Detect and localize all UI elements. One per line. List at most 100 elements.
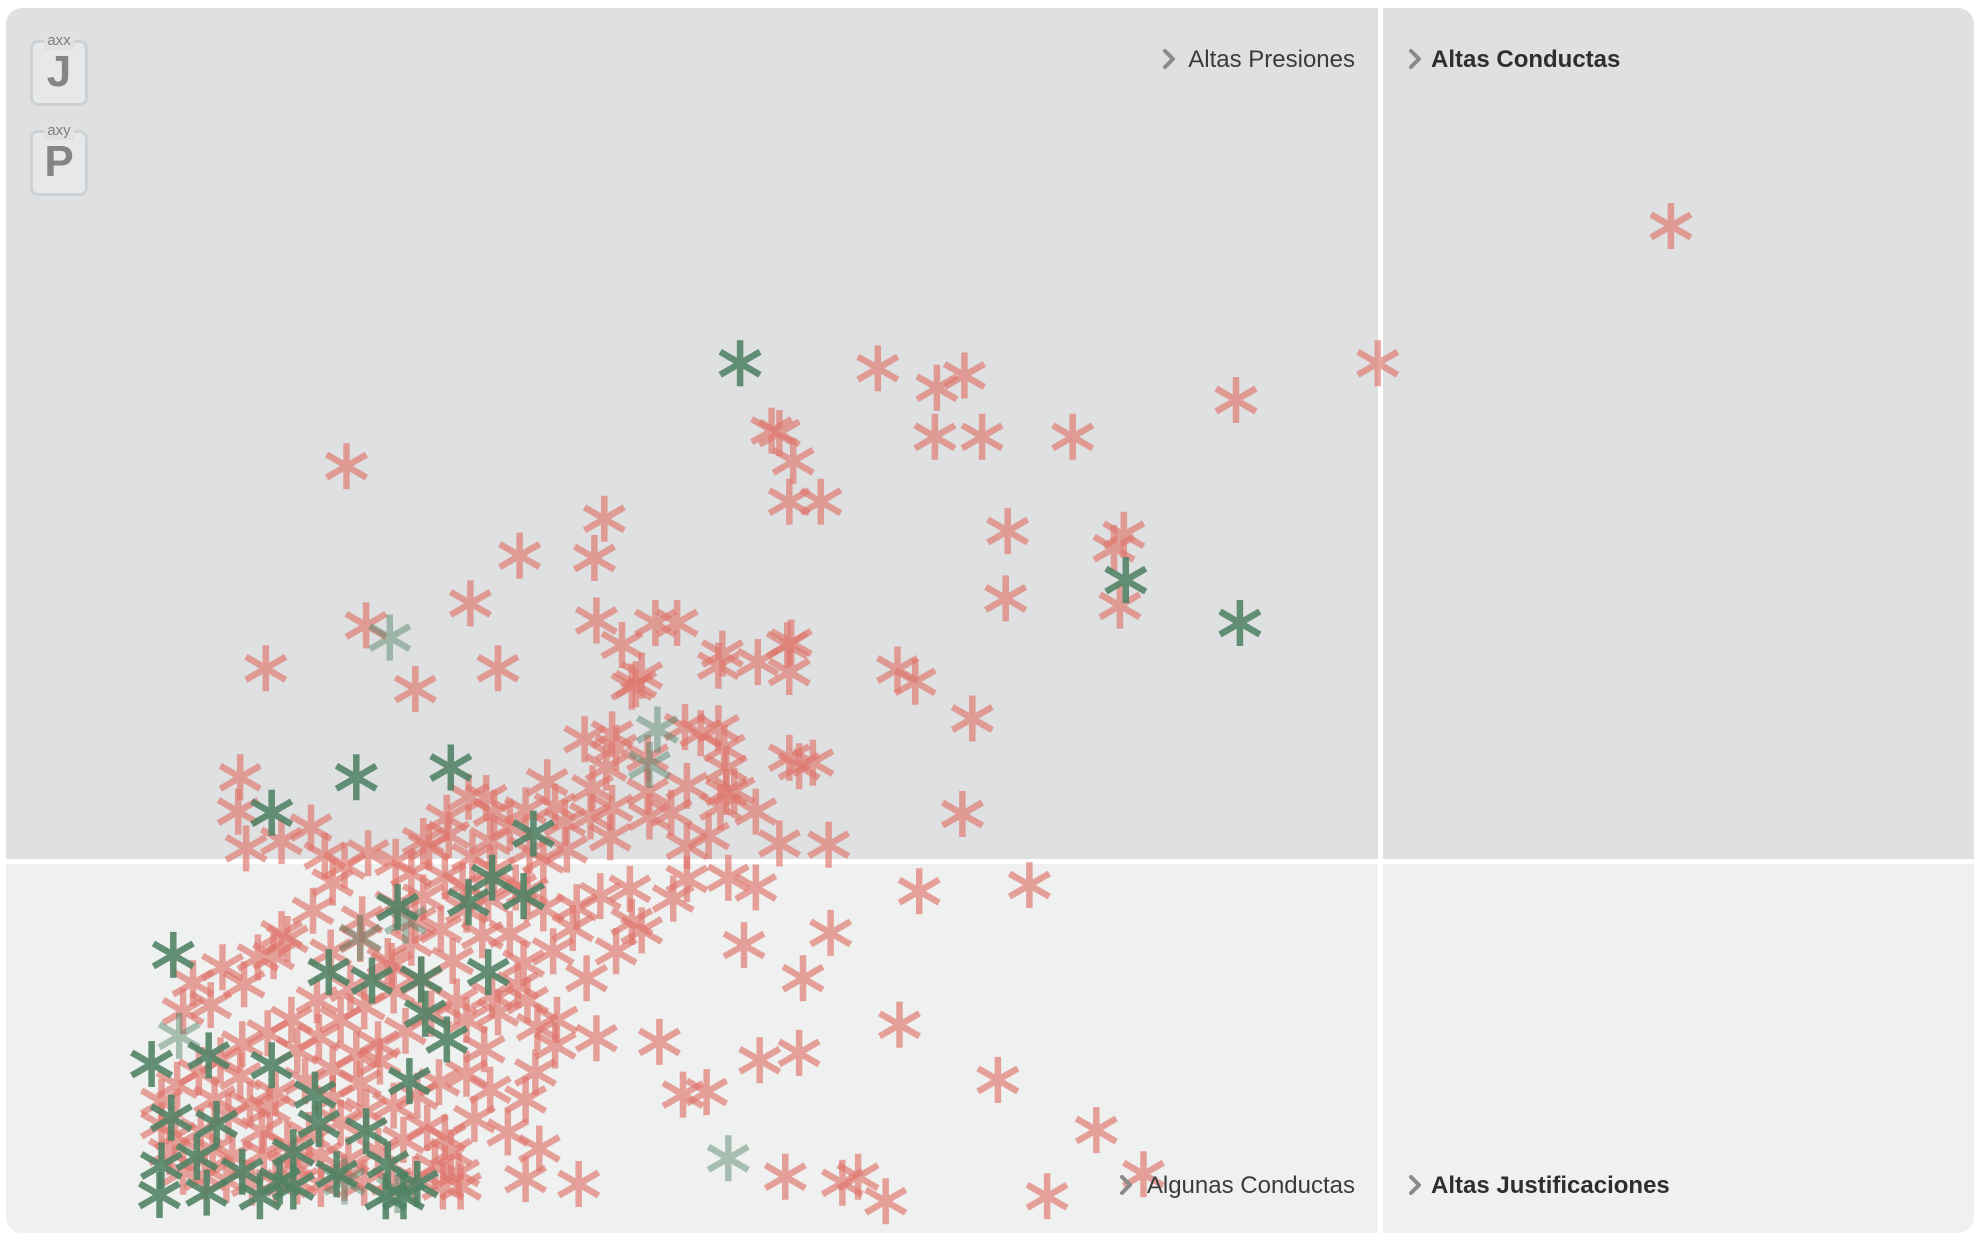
scatter-point-0-243 [897,868,941,915]
scatter-point-2-8 [383,897,428,944]
scatter-point-0-24 [344,602,388,649]
scatter-point-1-9 [151,931,195,978]
quadrant-label-text: Altas Justificaciones [1431,1172,1670,1199]
scatter-point-1-4 [250,789,294,836]
scatter-point-1-7 [511,810,555,857]
scatter-point-0-8 [960,413,1004,460]
scatter-point-0-216 [574,1015,618,1062]
scatter-point-1-14 [130,1041,174,1087]
scatter-point-0-196 [665,856,709,902]
y-axis-selector-button[interactable]: axy P [30,122,88,196]
scatter-point-0-15 [986,508,1030,555]
vertical-divider [1378,8,1383,1233]
quadrant-label-top-right[interactable]: Altas Conductas [1409,46,1620,73]
scatter-point-0-121 [319,996,363,1043]
scatter-point-0-72 [224,825,268,872]
scatter-point-0-65 [570,765,615,812]
scatter-point-0-162 [488,911,532,958]
scatter-point-0-23 [448,580,492,627]
scatter-point-1-38 [297,1101,341,1147]
scatter-point-0-20 [582,495,626,542]
quadrant-label-bottom-right[interactable]: Altas Justificaciones [1409,1172,1670,1199]
axis-button-letter: P [44,137,74,186]
scatter-point-1-34 [466,949,510,996]
scatter-point-2-7 [338,914,382,961]
scatter-point-0-103 [222,961,266,1008]
scatter-point-0-56 [777,743,821,790]
scatter-point-0-101 [161,988,205,1035]
scatter-point-1-35 [258,1158,302,1205]
scatter-point-0-220 [437,1150,481,1196]
scatter-point-0-43 [950,695,994,742]
scatter-point-0-35 [767,649,811,695]
scatter-point-0-110 [419,906,463,953]
scatter-point-0-247 [687,813,731,860]
scatter-point-0-107 [338,916,382,962]
scatter-point-0-241 [940,791,984,837]
quadrant-label-bottom-left[interactable]: Algunas Conductas [1120,1172,1355,1199]
scatter-point-0-221 [504,1156,548,1203]
scatter-point-0-1 [1356,340,1400,387]
scatter-point-0-102 [189,982,233,1029]
scatter-point-0-17 [984,575,1028,622]
scatter-point-1-11 [307,949,351,996]
scatter-point-0-207 [413,1143,457,1190]
scatter-point-0-198 [594,928,638,975]
scatter-point-1-19 [315,1151,359,1198]
scatter-point-0-203 [504,1076,548,1123]
scatter-point-0-49 [590,711,634,758]
scatter-point-1-3 [1218,600,1262,646]
scatter-point-1-1 [718,340,762,387]
horizontal-divider [6,859,1974,864]
scatter-point-0-27 [476,645,520,692]
scatter-point-1-22 [195,1101,239,1147]
scatter-point-0-250 [626,734,670,781]
scatter-point-0-29 [574,597,618,644]
scatter-point-2-5 [376,1167,420,1214]
scatter-point-0-42 [893,658,937,705]
scatter-point-0-81 [425,794,469,841]
scatter-point-0-228 [777,1029,821,1076]
scatter-point-1-26 [425,1016,469,1063]
scatter-point-0-246 [706,854,750,901]
scatter-point-0-95 [311,859,355,906]
scatter-point-0-12 [324,443,369,490]
scatter-point-0-14 [799,478,843,525]
scatter-point-0-26 [393,666,437,713]
scatter-point-0-21 [572,535,616,581]
scatter-point-2-1 [635,706,679,753]
scatter-point-1-2 [1104,557,1148,604]
scatter-point-0-77 [346,830,390,877]
scatter-point-0-187 [297,1014,341,1060]
scatter-point-0-226 [781,955,825,1002]
scatter-point-0-157 [444,996,489,1043]
scatter-point-2-6 [322,1158,367,1205]
scatter-point-0-38 [655,600,699,646]
scatter-point-0-96 [291,887,335,934]
scatter-point-0-80 [401,818,445,864]
scatter-point-0-245 [734,864,778,911]
scatter-point-0-229 [738,1037,782,1084]
scatter-points [130,203,1693,1225]
scatter-point-1-37 [364,1173,408,1220]
axis-button-caption: axx [44,32,74,50]
scatter-point-2-0 [157,1012,201,1059]
chevron-right-icon [1409,49,1421,69]
scatter-point-1-32 [376,884,420,931]
scatter-point-0-219 [423,1114,467,1161]
scatter-point-0-197 [620,907,664,954]
scatter-point-1-40 [381,1173,426,1220]
quadrant-label-top-left[interactable]: Altas Presiones [1163,46,1355,73]
scatter-point-1-8 [446,879,491,926]
scatter-point-0-5 [915,364,959,411]
scatter-point-1-13 [403,990,447,1037]
scatter-point-0-7 [913,413,957,460]
scatter-point-0-236 [1025,1173,1069,1220]
scatter-point-0-222 [557,1161,601,1207]
scatter-point-0-36 [600,622,644,668]
scatter-point-0-2 [1214,377,1258,423]
scatter-point-0-19 [1098,582,1142,629]
scatter-point-0-33 [696,642,740,689]
x-axis-selector-button[interactable]: axx J [30,32,88,106]
scatter-point-0-251 [590,784,634,831]
